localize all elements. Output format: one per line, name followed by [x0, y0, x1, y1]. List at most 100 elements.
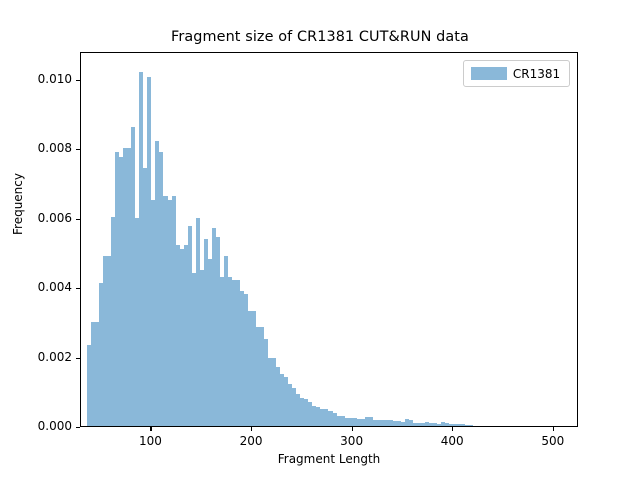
- histogram-bar: [421, 422, 426, 426]
- histogram-bar: [453, 423, 458, 426]
- histogram-bar: [469, 424, 474, 426]
- histogram-bar: [167, 200, 172, 426]
- histogram-bar: [380, 420, 385, 426]
- histogram-bar: [163, 195, 168, 426]
- histogram-bar: [457, 424, 462, 426]
- histogram-bar: [368, 416, 373, 426]
- x-axis-tick-label: 500: [541, 434, 565, 448]
- y-axis-tick-label: 0.006: [37, 210, 72, 225]
- histogram-bar: [119, 156, 124, 426]
- histogram-bar: [215, 236, 220, 426]
- histogram-bar: [199, 269, 204, 426]
- histogram-bar: [155, 141, 160, 426]
- histogram-bar: [223, 255, 228, 426]
- histogram-bar: [107, 255, 112, 426]
- y-axis-tick: [76, 79, 80, 81]
- histogram-bar: [95, 321, 100, 426]
- histogram-bar: [376, 420, 381, 426]
- histogram-bar: [147, 77, 152, 426]
- histogram-bar: [417, 422, 422, 426]
- legend-label-cr1381: CR1381: [512, 66, 561, 81]
- histogram-bar: [304, 398, 309, 426]
- histogram-bar: [183, 245, 188, 426]
- histogram-bar: [400, 421, 405, 426]
- histogram-bar: [115, 151, 120, 426]
- plot-area: [80, 52, 578, 427]
- histogram-bar: [360, 419, 365, 426]
- histogram-bar: [175, 245, 180, 426]
- histogram-bar: [235, 280, 240, 426]
- x-axis-tick-label: 200: [239, 434, 263, 448]
- histogram-bar: [320, 408, 325, 426]
- histogram-bar: [356, 419, 361, 426]
- histogram-bar: [231, 280, 236, 426]
- histogram-bar: [441, 421, 446, 426]
- histogram-bar: [131, 127, 136, 426]
- x-axis-tick-label: 100: [138, 434, 162, 448]
- chart-legend: CR1381: [463, 60, 570, 87]
- legend-swatch-cr1381: [471, 67, 507, 80]
- histogram-bar: [219, 276, 224, 426]
- y-axis-tick: [76, 427, 80, 429]
- y-axis-tick: [76, 288, 80, 290]
- histogram-bar: [179, 248, 184, 426]
- histogram-bar: [135, 217, 140, 426]
- histogram-bars: [81, 53, 577, 426]
- x-axis-label: Fragment Length: [277, 452, 381, 466]
- histogram-bar: [364, 416, 369, 426]
- histogram-bar: [425, 421, 430, 426]
- histogram-bar: [111, 216, 116, 426]
- histogram-bar: [139, 71, 144, 426]
- histogram-bar: [252, 311, 257, 426]
- histogram-bar: [312, 405, 317, 426]
- histogram-bar: [384, 420, 389, 426]
- histogram-bar: [348, 418, 353, 426]
- y-axis-tick: [76, 357, 80, 359]
- histogram-bar: [187, 226, 192, 426]
- histogram-bar: [292, 387, 297, 426]
- histogram-bar: [256, 327, 261, 426]
- histogram-bar: [465, 424, 470, 426]
- y-axis-tick-label: 0.004: [37, 280, 72, 295]
- histogram-bar: [408, 419, 413, 426]
- histogram-bar: [272, 358, 277, 426]
- histogram-bar: [191, 273, 196, 426]
- histogram-bar: [433, 423, 438, 426]
- histogram-bar: [171, 195, 176, 426]
- y-axis-tick-label: 0.010: [37, 71, 72, 86]
- histogram-bar: [99, 282, 104, 426]
- histogram-bar: [392, 420, 397, 426]
- x-axis-tick-label: 400: [440, 434, 464, 448]
- histogram-bar: [445, 423, 450, 426]
- histogram-bar: [437, 423, 442, 426]
- x-axis-tick: [552, 427, 554, 431]
- histogram-bar: [143, 168, 148, 426]
- histogram-bar: [340, 416, 345, 426]
- histogram-bar: [300, 397, 305, 426]
- x-axis-tick: [150, 427, 152, 431]
- histogram-bar: [207, 259, 212, 426]
- x-axis-tick: [351, 427, 353, 431]
- y-axis-tick-label: 0.002: [37, 349, 72, 364]
- histogram-bar: [429, 422, 434, 426]
- histogram-bar: [316, 406, 321, 426]
- histogram-bar: [127, 148, 132, 426]
- histogram-bar: [260, 327, 265, 426]
- histogram-bar: [372, 419, 377, 426]
- histogram-bar: [461, 424, 466, 426]
- histogram-bar: [239, 290, 244, 426]
- histogram-bar: [91, 321, 96, 426]
- histogram-bar: [413, 422, 418, 426]
- histogram-bar: [284, 377, 289, 426]
- histogram-bar: [268, 358, 273, 426]
- histogram-bar: [296, 394, 301, 426]
- histogram-bar: [396, 421, 401, 426]
- y-axis-tick-label: 0.008: [37, 141, 72, 156]
- histogram-bar: [276, 366, 281, 426]
- y-axis-tick-label: 0.000: [37, 419, 72, 433]
- histogram-bar: [404, 419, 409, 426]
- histogram-bar: [324, 409, 329, 426]
- chart-title: Fragment size of CR1381 CUT&RUN data: [171, 29, 469, 45]
- x-axis-tick-label: 300: [340, 434, 364, 448]
